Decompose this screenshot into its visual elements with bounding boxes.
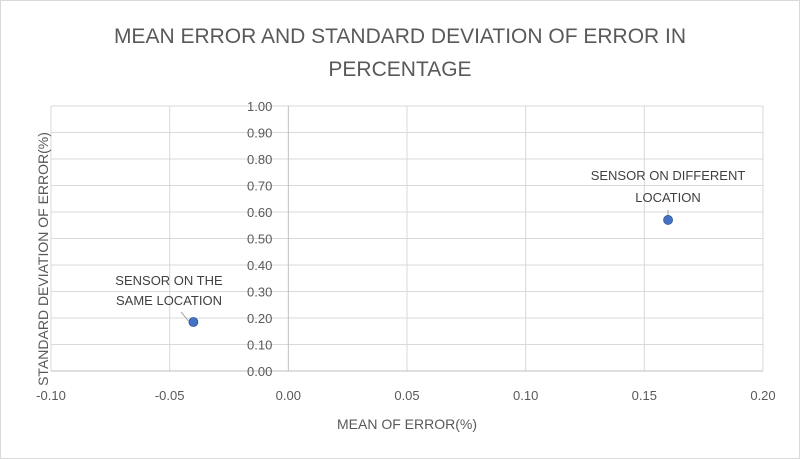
y-tick-label: 0.90 [247,126,272,141]
x-tick-label: 0.20 [750,388,775,403]
axes [51,106,763,372]
point-annotation-label: SAME LOCATION [116,293,222,308]
y-axis-label: STANDARD DEVIATION OF ERROR(%) [35,132,51,386]
data-points: SENSOR ON THE SAME LOCATION SENSOR ON DIFF… [115,168,746,327]
y-tick-label: 0.30 [247,285,272,300]
x-tick-label: -0.05 [155,388,185,403]
tick-labels: 0.00 0.10 0.20 0.30 0.40 0.50 0.60 0.70 0.80 0.90… [36,99,775,403]
y-tick-label: 0.10 [247,338,272,353]
chart-title-line-1: MEAN ERROR AND STANDARD DEVIATION OF ERR… [114,25,686,48]
x-tick-label: 0.10 [513,388,538,403]
x-tick-label: -0.10 [36,388,66,403]
y-tick-label: 0.50 [247,232,272,247]
y-tick-label: 1.00 [247,99,272,114]
point-annotation-label: SENSOR ON THE [115,273,223,288]
y-tick-label: 0.60 [247,205,272,220]
y-tick-label: 0.40 [247,258,272,273]
y-tick-label: 0.00 [247,364,272,379]
gridlines [50,105,764,371]
point-annotation-label: SENSOR ON DIFFERENT [591,168,746,183]
x-tick-label: 0.15 [632,388,657,403]
x-axis-label: MEAN OF ERROR(%) [337,416,477,432]
point-annotation-label: LOCATION [635,190,701,205]
y-tick-label: 0.20 [247,311,272,326]
y-tick-label: 0.80 [247,152,272,167]
annotation-leader-line [180,311,189,322]
x-tick-label: 0.00 [276,388,301,403]
scatter-point [663,215,673,225]
chart-title-line-2: PERCENTAGE [328,58,471,81]
x-tick-label: 0.05 [394,388,419,403]
scatter-point [188,317,199,327]
y-tick-label: 0.70 [247,179,272,194]
